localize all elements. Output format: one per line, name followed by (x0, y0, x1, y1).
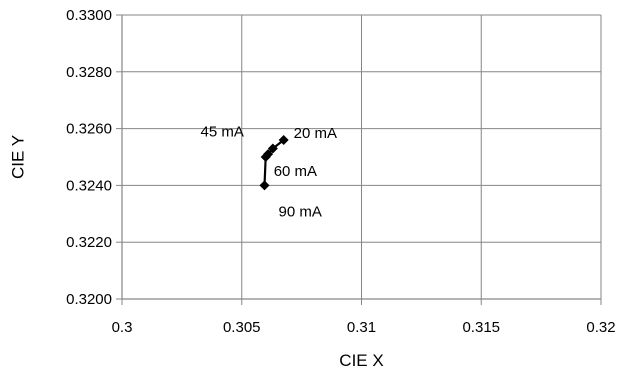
series-layer (259, 134, 289, 191)
x-tick-label: 0.3 (112, 319, 133, 336)
annotation-layer: 20 mA 45 mA 60 mA 90 mA (201, 123, 337, 220)
axis-layer: 0.3 0.305 0.31 0.315 0.32 0.3200 0.3220 0.3240 0… (66, 7, 615, 336)
point-annotation: 20 mA (294, 125, 337, 142)
y-axis-label: CIE Y (8, 135, 27, 179)
x-tick-label: 0.31 (347, 319, 376, 336)
y-tick-label: 0.3220 (66, 234, 112, 251)
y-tick-label: 0.3260 (66, 121, 112, 138)
x-tick-label: 0.305 (223, 319, 261, 336)
point-annotation: 90 mA (279, 203, 322, 220)
data-point-marker (259, 180, 270, 191)
x-axis-label: CIE X (339, 351, 383, 370)
data-point-marker (260, 152, 271, 162)
data-point-marker (267, 143, 278, 154)
point-annotation: 45 mA (201, 123, 244, 140)
x-tick-label: 0.315 (462, 319, 500, 336)
y-tick-label: 0.3280 (66, 64, 112, 81)
x-tick-label: 0.32 (586, 319, 615, 336)
grid-layer (121, 14, 602, 300)
y-tick-label: 0.3240 (66, 177, 112, 194)
y-tick-label: 0.3300 (66, 7, 112, 24)
y-tick-label: 0.3200 (66, 291, 112, 308)
data-point-marker (278, 134, 289, 145)
point-annotation: 60 mA (274, 163, 317, 180)
